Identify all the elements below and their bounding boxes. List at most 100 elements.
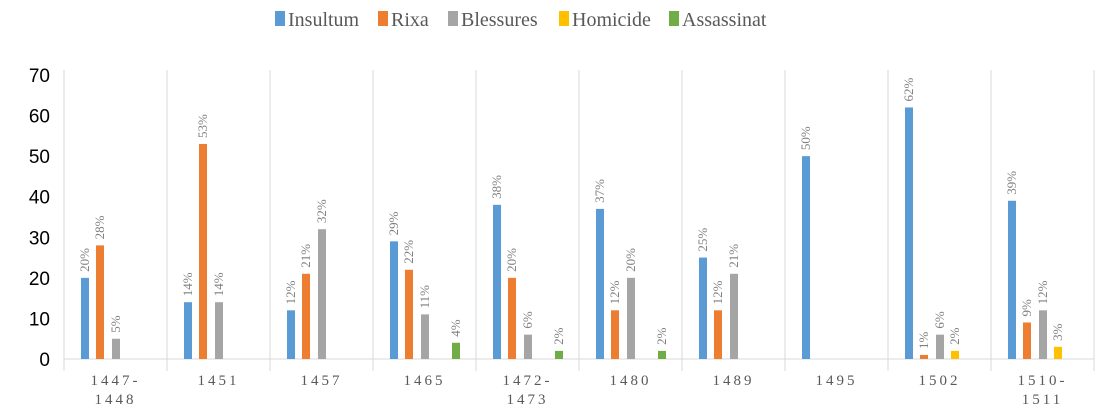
data-label: 22% xyxy=(401,240,416,264)
bar-insultum xyxy=(390,241,398,359)
data-label: 14% xyxy=(211,272,226,296)
x-tick-label: 1510- xyxy=(1018,373,1068,389)
data-label: 12% xyxy=(710,280,725,304)
data-label: 2% xyxy=(947,327,962,345)
data-label: 20% xyxy=(504,248,519,272)
data-label: 4% xyxy=(448,319,463,337)
bar-insultum xyxy=(81,277,89,359)
data-label: 12% xyxy=(1035,280,1050,304)
data-label: 50% xyxy=(798,126,813,150)
data-label: 38% xyxy=(489,175,504,199)
bar-blessures xyxy=(318,229,326,359)
bars xyxy=(81,107,1062,359)
bar-rixa xyxy=(714,310,722,359)
bar-blessures xyxy=(112,338,120,359)
y-tick-label: 60 xyxy=(29,107,50,128)
data-label: 62% xyxy=(901,77,916,101)
x-tick-label: 1511 xyxy=(1022,392,1063,408)
x-tick-label: 1495 xyxy=(816,373,858,389)
bar-blessures xyxy=(936,334,944,359)
bar-insultum xyxy=(184,302,192,359)
data-labels: 20%28%5%14%53%14% 12%21%32%29%22%11%4%38%… xyxy=(77,77,1065,348)
bar-blessures xyxy=(215,302,223,359)
x-tick-label: 1448 xyxy=(95,392,137,408)
bar-rixa xyxy=(1023,322,1031,359)
bar-rixa xyxy=(302,273,310,359)
legend-swatch-blessures xyxy=(448,11,458,26)
legend-swatch-insultum xyxy=(275,11,285,26)
legend-label-rixa: Rixa xyxy=(391,9,429,31)
data-label: 32% xyxy=(314,199,329,223)
data-label: 2% xyxy=(654,327,669,345)
legend-swatch-rixa xyxy=(378,11,388,26)
legend-label-homicide: Homicide xyxy=(572,9,651,31)
x-tick-label: 1502 xyxy=(919,373,961,389)
bar-assassinat xyxy=(452,342,460,359)
bar-homicide xyxy=(1054,346,1062,359)
bar-insultum xyxy=(493,204,501,359)
legend-label-blessures: Blessures xyxy=(461,9,538,31)
bar-insultum xyxy=(1008,200,1016,359)
data-label: 21% xyxy=(726,244,741,268)
x-tick-label: 1489 xyxy=(713,373,755,389)
bar-insultum xyxy=(287,310,295,359)
bar-blessures xyxy=(627,277,635,359)
bar-rixa xyxy=(405,269,413,359)
x-tick-label: 1457 xyxy=(301,373,343,389)
legend-swatch-assassinat xyxy=(669,11,679,26)
data-label: 11% xyxy=(417,285,432,309)
bar-rixa xyxy=(611,310,619,359)
data-label: 1% xyxy=(916,331,931,349)
x-tick-label: 1465 xyxy=(404,373,446,389)
x-tick-label: 1451 xyxy=(198,373,240,389)
data-label: 2% xyxy=(551,327,566,345)
y-axis: 0 10 20 30 40 50 60 70 xyxy=(29,66,1094,371)
bar-rixa xyxy=(96,245,104,359)
data-label: 21% xyxy=(298,244,313,268)
bar-rixa xyxy=(199,143,207,359)
category-separators xyxy=(63,70,1095,371)
y-tick-label: 50 xyxy=(29,147,50,168)
x-tick-label: 1472- xyxy=(503,373,553,389)
bar-homicide xyxy=(951,350,959,359)
y-tick-label: 70 xyxy=(29,66,50,87)
data-label: 12% xyxy=(283,280,298,304)
data-label: 12% xyxy=(607,280,622,304)
data-label: 28% xyxy=(92,215,107,239)
legend-label-insultum: Insultum xyxy=(288,9,360,31)
x-tick-label: 1447- xyxy=(91,373,141,389)
bar-assassinat xyxy=(555,350,563,359)
data-label: 37% xyxy=(592,179,607,203)
x-axis: 1447- 1448 1451 1457 1465 1472- 1473 1480 1489 14… xyxy=(91,373,1068,408)
bar-rixa xyxy=(508,277,516,359)
bar-insultum xyxy=(905,107,913,359)
bar-rixa xyxy=(920,354,928,359)
data-label: 39% xyxy=(1004,171,1019,195)
x-tick-label: 1480 xyxy=(610,373,652,389)
bar-insultum xyxy=(596,208,604,359)
legend: Insultum Rixa Blessures Homicide Assassinat xyxy=(275,9,767,31)
y-tick-label: 0 xyxy=(39,350,50,371)
y-tick-label: 10 xyxy=(29,309,50,330)
bar-blessures xyxy=(524,334,532,359)
x-tick-label: 1473 xyxy=(507,392,549,408)
bar-insultum xyxy=(802,156,810,359)
data-label: 3% xyxy=(1050,323,1065,341)
data-label: 14% xyxy=(180,272,195,296)
y-tick-label: 20 xyxy=(29,269,50,290)
bar-blessures xyxy=(730,273,738,359)
legend-swatch-homicide xyxy=(559,11,569,26)
y-tick-label: 30 xyxy=(29,228,50,249)
data-label: 9% xyxy=(1019,299,1034,317)
data-label: 20% xyxy=(623,248,638,272)
data-label: 25% xyxy=(695,228,710,252)
bar-insultum xyxy=(699,257,707,359)
bar-assassinat xyxy=(658,350,666,359)
bar-blessures xyxy=(1039,310,1047,359)
bar-blessures xyxy=(421,314,429,359)
y-tick-label: 40 xyxy=(29,188,50,209)
data-label: 6% xyxy=(520,311,535,329)
data-label: 6% xyxy=(932,311,947,329)
data-label: 53% xyxy=(195,114,210,138)
